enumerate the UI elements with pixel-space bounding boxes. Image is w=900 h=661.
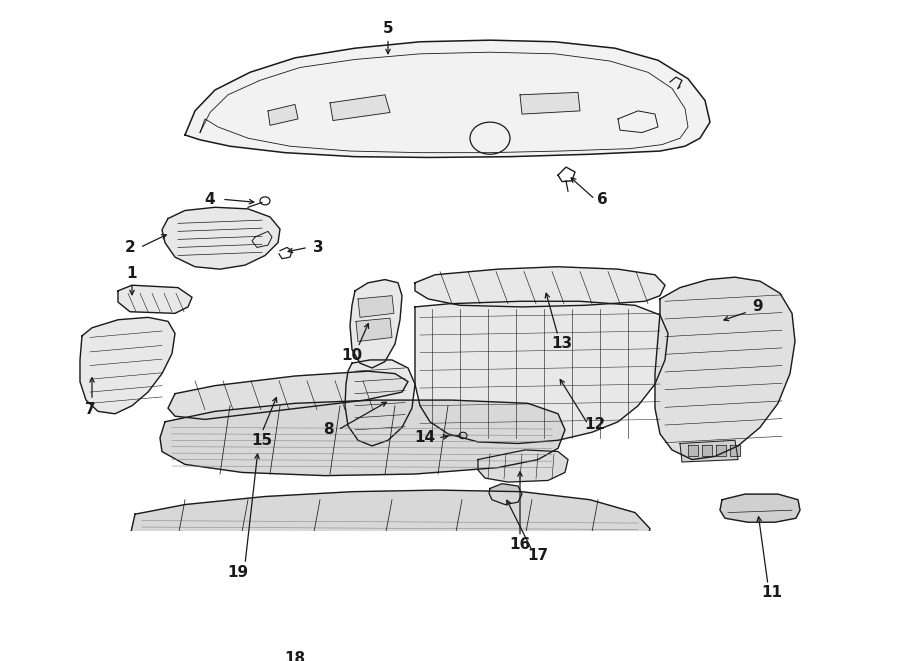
Text: 9: 9: [752, 299, 763, 315]
Text: 8: 8: [323, 422, 333, 438]
Text: 6: 6: [597, 192, 608, 207]
Text: 18: 18: [284, 651, 306, 661]
Polygon shape: [520, 93, 580, 114]
Polygon shape: [478, 450, 568, 482]
Polygon shape: [350, 280, 402, 368]
Text: 7: 7: [85, 403, 95, 417]
Polygon shape: [716, 445, 726, 456]
Polygon shape: [162, 208, 280, 269]
Polygon shape: [680, 440, 738, 462]
Polygon shape: [688, 445, 698, 456]
Polygon shape: [118, 285, 192, 313]
Polygon shape: [185, 40, 710, 157]
Text: 5: 5: [382, 21, 393, 36]
Polygon shape: [489, 484, 522, 504]
Text: 14: 14: [414, 430, 436, 446]
Text: 16: 16: [509, 537, 531, 552]
Text: 12: 12: [584, 416, 606, 432]
Polygon shape: [655, 277, 795, 459]
Text: 11: 11: [761, 586, 782, 600]
Polygon shape: [345, 360, 415, 446]
Polygon shape: [330, 95, 390, 120]
Polygon shape: [358, 295, 394, 317]
Text: 4: 4: [204, 192, 215, 207]
Text: 13: 13: [552, 336, 572, 352]
Text: 3: 3: [312, 240, 323, 255]
Polygon shape: [415, 301, 668, 444]
Polygon shape: [268, 104, 298, 126]
Text: 15: 15: [251, 433, 273, 447]
Polygon shape: [130, 490, 650, 599]
Polygon shape: [160, 400, 565, 476]
Polygon shape: [415, 267, 665, 307]
Polygon shape: [720, 494, 800, 522]
Polygon shape: [702, 445, 712, 456]
Polygon shape: [356, 318, 392, 342]
Polygon shape: [730, 445, 740, 456]
Text: 1: 1: [127, 266, 137, 281]
Polygon shape: [80, 317, 175, 414]
Text: 2: 2: [124, 240, 135, 255]
Text: 17: 17: [527, 549, 549, 563]
Text: 10: 10: [341, 348, 363, 363]
Polygon shape: [168, 371, 408, 419]
Text: 19: 19: [228, 564, 248, 580]
